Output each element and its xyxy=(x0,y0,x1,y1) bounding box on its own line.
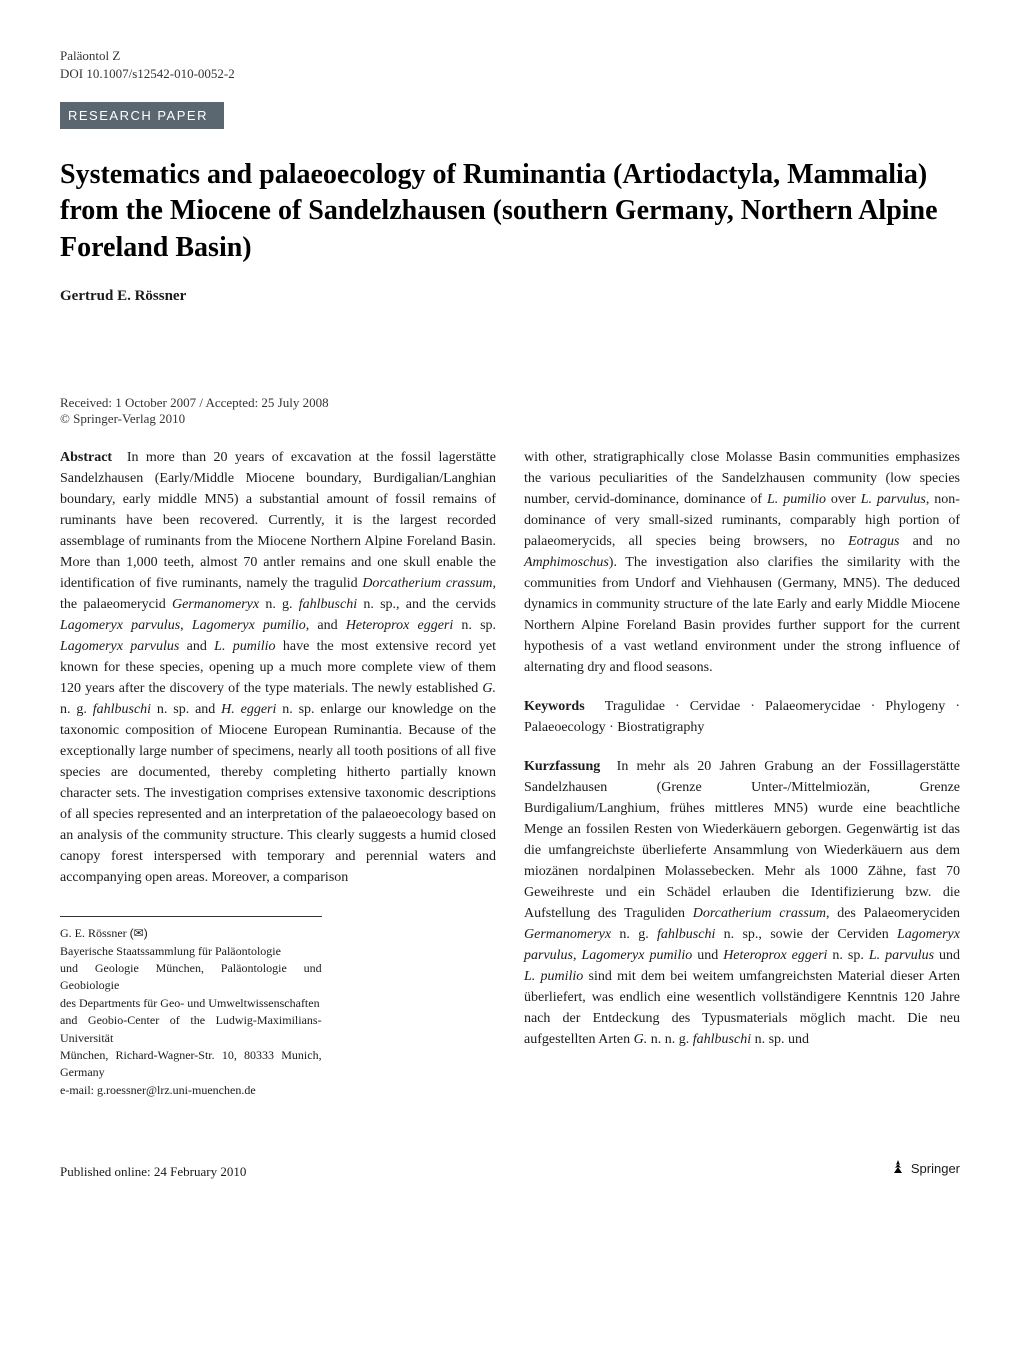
abstract-text-left: In more than 20 years of excavation at t… xyxy=(60,450,496,885)
springer-text: Springer xyxy=(911,1161,960,1176)
right-column: with other, stratigraphically close Mola… xyxy=(524,447,960,1099)
affiliation-line: München, Richard-Wagner-Str. 10, 80333 M… xyxy=(60,1047,322,1082)
left-column: Abstract In more than 20 years of excava… xyxy=(60,447,496,1099)
paper-type-label: RESEARCH PAPER xyxy=(60,102,224,129)
kurzfassung-label: Kurzfassung xyxy=(524,759,600,774)
affiliation-line: e-mail: g.roessner@lrz.uni-muenchen.de xyxy=(60,1082,322,1099)
page-footer: Published online: 24 February 2010 Sprin… xyxy=(60,1159,960,1180)
keywords-block: Keywords Tragulidae · Cervidae · Palaeom… xyxy=(524,696,960,738)
author-name: Gertrud E. Rössner xyxy=(60,288,960,305)
received-accepted-dates: Received: 1 October 2007 / Accepted: 25 … xyxy=(60,395,960,411)
copyright-line: © Springer-Verlag 2010 xyxy=(60,411,960,427)
keywords-text: Tragulidae · Cervidae · Palaeomerycidae … xyxy=(524,699,960,735)
affiliation-line: des Departments für Geo- und Umweltwisse… xyxy=(60,995,322,1012)
affiliation-line: Bayerische Staatssammlung für Paläontolo… xyxy=(60,943,322,960)
springer-brand: Springer xyxy=(889,1159,960,1180)
two-column-body: Abstract In more than 20 years of excava… xyxy=(60,447,960,1099)
affiliation-line: und Geologie München, Paläontologie und … xyxy=(60,960,322,995)
doi-text: DOI 10.1007/s12542-010-0052-2 xyxy=(60,66,960,82)
springer-logo-icon xyxy=(889,1159,907,1180)
affiliation-block: G. E. Rössner (✉) Bayerische Staatssamml… xyxy=(60,916,322,1099)
kurzfassung-text: In mehr als 20 Jahren Grabung an der Fos… xyxy=(524,759,960,1047)
abstract-label: Abstract xyxy=(60,450,112,465)
keywords-label: Keywords xyxy=(524,699,585,714)
affiliation-line: and Geobio-Center of the Ludwig-Maximili… xyxy=(60,1012,322,1047)
kurzfassung-block: Kurzfassung In mehr als 20 Jahren Grabun… xyxy=(524,756,960,1050)
journal-header: Paläontol Z DOI 10.1007/s12542-010-0052-… xyxy=(60,48,960,82)
envelope-icon: (✉) xyxy=(130,926,148,940)
published-online: Published online: 24 February 2010 xyxy=(60,1164,246,1180)
paper-title: Systematics and palaeoecology of Ruminan… xyxy=(60,157,960,266)
abstract-block: Abstract In more than 20 years of excava… xyxy=(60,447,496,888)
abstract-continued: with other, stratigraphically close Mola… xyxy=(524,447,960,678)
affiliation-name: G. E. Rössner (✉) xyxy=(60,925,322,942)
journal-name: Paläontol Z xyxy=(60,48,960,64)
